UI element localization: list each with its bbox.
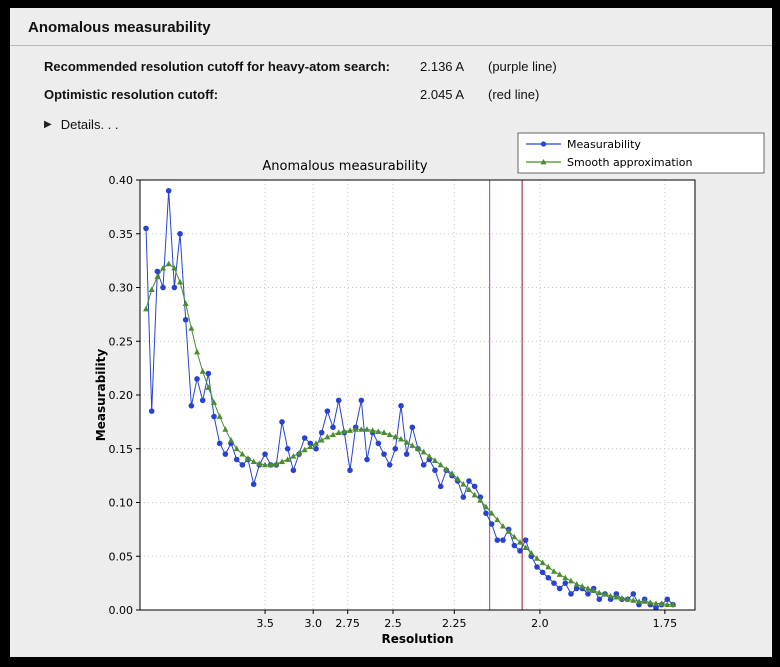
svg-text:3.0: 3.0 xyxy=(304,617,322,630)
tick-labels: 0.00 0.05 0.10 0.15 0.20 0.25 0.30 0.35 0.40 3.5 3… xyxy=(109,174,678,630)
optimistic-cutoff-row: Optimistic resolution cutoff: 2.045 A (r… xyxy=(44,87,772,102)
optimistic-cutoff-label: Optimistic resolution cutoff: xyxy=(44,87,219,102)
svg-text:1.75: 1.75 xyxy=(653,617,678,630)
svg-text:Measurability: Measurability xyxy=(567,138,641,151)
svg-text:0.40: 0.40 xyxy=(109,174,134,187)
svg-text:0.25: 0.25 xyxy=(109,335,134,348)
svg-text:0.05: 0.05 xyxy=(109,550,134,563)
svg-text:0.00: 0.00 xyxy=(109,604,134,617)
svg-text:2.5: 2.5 xyxy=(384,617,402,630)
measurability-chart: 0.00 0.05 0.10 0.15 0.20 0.25 0.30 0.35 0.40 3.5 3… xyxy=(94,132,765,646)
recommended-cutoff-value: 2.136 A xyxy=(420,59,465,74)
panel-title: Anomalous measurability xyxy=(28,19,211,36)
optimistic-cutoff-note: (red line) xyxy=(488,87,540,102)
smooth-approximation-series xyxy=(143,260,676,608)
plot-area xyxy=(140,180,695,610)
svg-text:3.5: 3.5 xyxy=(256,617,274,630)
svg-text:2.0: 2.0 xyxy=(531,617,549,630)
chart-legend: Measurability Smooth approximation xyxy=(517,132,765,174)
svg-text:0.20: 0.20 xyxy=(109,389,134,402)
x-axis-label: Resolution xyxy=(381,632,453,646)
y-axis-label: Measurability xyxy=(95,349,108,442)
measurability-figure: 0.00 0.05 0.10 0.15 0.20 0.25 0.30 0.35 0.40 3.5 3… xyxy=(94,130,770,655)
svg-text:2.25: 2.25 xyxy=(442,617,467,630)
svg-text:2.75: 2.75 xyxy=(335,617,360,630)
cutoff-info: Recommended resolution cutoff for heavy-… xyxy=(10,46,772,102)
svg-text:0.35: 0.35 xyxy=(109,228,134,241)
svg-text:0.30: 0.30 xyxy=(109,282,134,295)
details-disclosure[interactable]: ▶ Details. . . xyxy=(10,115,772,132)
disclosure-triangle-icon: ▶ xyxy=(44,119,52,130)
svg-text:0.10: 0.10 xyxy=(109,497,134,510)
optimistic-cutoff-value: 2.045 A xyxy=(420,87,465,102)
title-divider xyxy=(10,45,772,46)
details-label: Details. . . xyxy=(60,117,119,132)
svg-text:0.15: 0.15 xyxy=(109,443,134,456)
recommended-cutoff-note: (purple line) xyxy=(488,59,557,74)
recommended-cutoff-label: Recommended resolution cutoff for heavy-… xyxy=(44,59,391,74)
chart-title: Anomalous measurability xyxy=(262,159,428,174)
recommended-cutoff-row: Recommended resolution cutoff for heavy-… xyxy=(44,59,772,74)
anomalous-measurability-panel: Anomalous measurability Recommended reso… xyxy=(10,8,772,657)
svg-text:Smooth approximation: Smooth approximation xyxy=(567,156,692,169)
